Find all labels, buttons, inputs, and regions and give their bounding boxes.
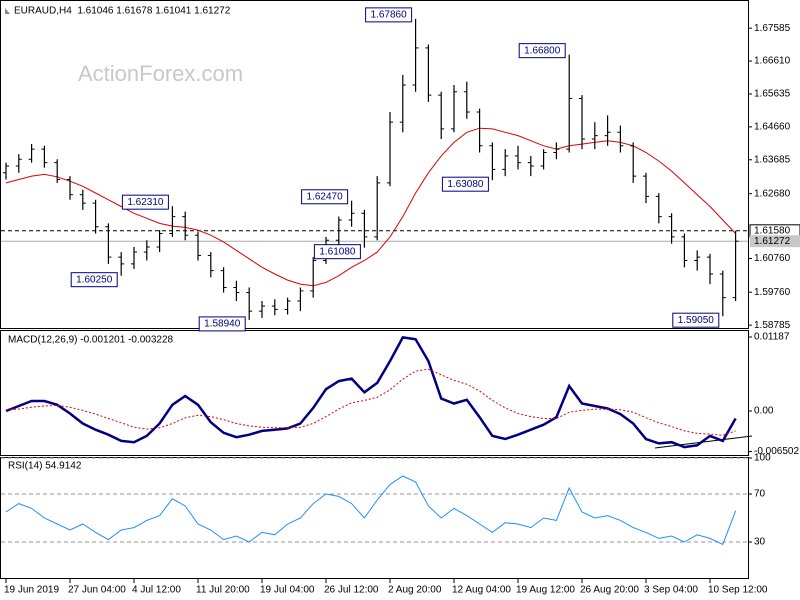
y-tick-label: 1.67585 <box>754 23 791 34</box>
annotation-box <box>301 189 349 205</box>
annotation-box <box>121 194 169 210</box>
x-tick-label: 26 Aug 20:00 <box>580 585 639 596</box>
annotation: 1.66800 <box>524 45 561 56</box>
y-tick-label: 100 <box>754 453 771 464</box>
annotation-box <box>518 43 566 59</box>
series-line <box>5 127 736 287</box>
x-tick-label: 26 Jul 12:00 <box>324 585 379 596</box>
series-line <box>5 368 736 436</box>
annotation-box <box>672 312 720 328</box>
x-tick-label: 4 Jul 12:00 <box>132 585 181 596</box>
annotation: 1.67860 <box>371 10 408 21</box>
series-line <box>5 475 737 546</box>
macd-panel <box>0 330 749 456</box>
price-label: 1.61272 <box>754 236 791 247</box>
x-tick-label: 19 Jul 04:00 <box>260 585 315 596</box>
annotation-box <box>70 272 118 288</box>
macd-title: MACD(12,26,9) -0.001201 -0.003228 <box>8 335 174 346</box>
chart-title: EURAUD,H4 1.61046 1.61678 1.61041 1.6127… <box>14 6 231 17</box>
y-tick-label: 1.59760 <box>754 287 791 298</box>
annotation-box <box>365 7 413 23</box>
price-panel <box>0 0 749 329</box>
x-tick-label: 3 Sep 04:00 <box>644 585 698 596</box>
rsi-title: RSI(14) 54.9142 <box>8 461 82 472</box>
annotation: 1.62470 <box>307 191 344 202</box>
y-tick-label: 1.62680 <box>754 188 791 199</box>
x-tick-label: 2 Aug 20:00 <box>388 585 442 596</box>
annotation: 1.58940 <box>204 319 241 330</box>
price-label: 1.61580 <box>754 225 791 236</box>
y-tick-label: 0.01187 <box>754 332 790 343</box>
watermark: ActionForex.com <box>78 61 243 86</box>
y-tick-label: 1.66610 <box>754 56 791 67</box>
price-label-box <box>750 235 800 248</box>
y-tick-label: 0.00 <box>754 406 774 417</box>
annotation: 1.59050 <box>678 315 715 326</box>
annotation: 1.61080 <box>319 246 356 257</box>
y-tick-label: 70 <box>754 489 766 500</box>
x-tick-label: 10 Sep 12:00 <box>708 585 768 596</box>
title-icon <box>5 8 10 14</box>
y-tick-label: 1.64660 <box>754 122 791 133</box>
annotation: 1.63080 <box>447 179 484 190</box>
y-tick-label: 30 <box>754 537 766 548</box>
annotation: 1.60250 <box>76 274 113 285</box>
x-tick-label: 19 Jun 2019 <box>4 585 59 596</box>
annotation-box <box>198 316 246 332</box>
y-tick-label: 1.65635 <box>754 89 791 100</box>
x-tick-label: 27 Jun 04:00 <box>68 585 126 596</box>
x-tick-label: 12 Aug 04:00 <box>452 585 511 596</box>
x-tick-label: 11 Jul 20:00 <box>196 585 250 596</box>
y-tick-label: -0.006502 <box>754 446 799 457</box>
series-line <box>5 336 737 449</box>
annotation-box <box>441 176 489 192</box>
annotation-box <box>313 244 361 260</box>
y-tick-label: 1.63685 <box>754 154 791 165</box>
x-tick-label: 19 Aug 12:00 <box>516 585 575 596</box>
annotation: 1.62310 <box>127 197 164 208</box>
y-tick-label: 1.60760 <box>754 253 791 264</box>
y-tick-label: 1.58785 <box>754 320 791 331</box>
